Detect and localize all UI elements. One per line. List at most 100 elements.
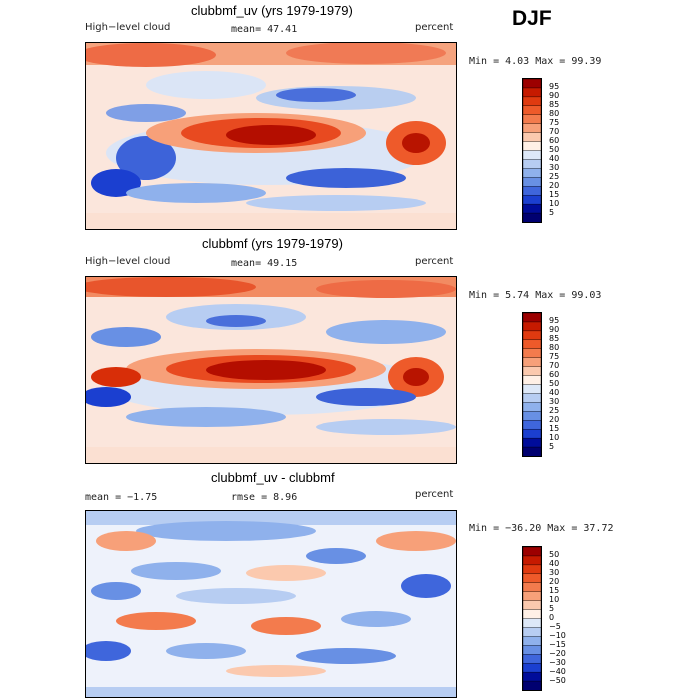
panel-3-map	[85, 510, 457, 698]
colorbar-swatch	[522, 636, 542, 647]
panel-2-colorbar-label: 5	[549, 442, 555, 451]
panel-1-colorbar-label: 20	[549, 181, 560, 190]
colorbar-swatch	[522, 437, 542, 448]
panel-1-colorbar-swatches	[522, 78, 542, 223]
panel-2-colorbar-label: 40	[549, 388, 560, 397]
colorbar-swatch	[522, 555, 542, 566]
panel-2-colorbar-label: 95	[549, 316, 560, 325]
panel-3-colorbar-label: 5	[549, 604, 555, 613]
panel-1-colorbar-label: 30	[549, 163, 560, 172]
colorbar-swatch	[522, 564, 542, 575]
colorbar-swatch	[522, 78, 542, 89]
panel-1-minmax: Min = 4.03 Max = 99.39	[469, 56, 602, 67]
panel-3-colorbar-label: −50	[549, 676, 566, 685]
colorbar-swatch	[522, 123, 542, 134]
colorbar-swatch	[522, 600, 542, 611]
colorbar-swatch	[522, 203, 542, 214]
panel-1-colorbar-label: 5	[549, 208, 555, 217]
panel-1-colorbar-label: 40	[549, 154, 560, 163]
panel-2-units: percent	[415, 256, 454, 267]
panel-2-colorbar-box	[522, 312, 542, 457]
colorbar-swatch	[522, 330, 542, 341]
panel-3-colorbar-swatches	[522, 546, 542, 691]
panel-2-colorbar-label: 90	[549, 325, 560, 334]
panel-3-field	[86, 511, 456, 697]
panel-1-field	[86, 43, 456, 229]
colorbar-swatch	[522, 591, 542, 602]
panel-2-colorbar: 95 90 85 80 75 70 60 50 40 30 25 20 15 1…	[522, 312, 559, 457]
colorbar-swatch	[522, 411, 542, 421]
colorbar-swatch	[522, 87, 542, 98]
panel-3-colorbar-label: −20	[549, 649, 566, 658]
panel-3-colorbar-label: 50	[549, 550, 560, 559]
panel-2-colorbar-swatches	[522, 312, 542, 457]
panel-2-colorbar-label: 15	[549, 424, 560, 433]
colorbar-swatch	[522, 375, 542, 386]
panel-3-colorbar-label: −30	[549, 658, 566, 667]
panel-3-mean: mean = −1.75	[85, 492, 158, 503]
colorbar-swatch	[522, 680, 542, 691]
colorbar-swatch	[522, 141, 542, 152]
panel-1-colorbar-label: 60	[549, 136, 560, 145]
colorbar-swatch	[522, 654, 542, 664]
panel-3-title: clubbmf_uv - clubbmf	[211, 470, 335, 485]
panel-3-colorbar-label: −10	[549, 631, 566, 640]
panel-2-colorbar-label: 60	[549, 370, 560, 379]
panel-2-colorbar-label: 70	[549, 361, 560, 370]
colorbar-swatch	[522, 671, 542, 682]
colorbar-swatch	[522, 194, 542, 205]
panel-3-units: percent	[415, 489, 454, 500]
panel-3-colorbar-box	[522, 546, 542, 691]
colorbar-swatch	[522, 446, 542, 457]
panel-3-colorbar-label: 0	[549, 613, 555, 622]
colorbar-swatch	[522, 339, 542, 350]
colorbar-swatch	[522, 348, 542, 359]
colorbar-swatch	[522, 393, 542, 404]
season-label: DJF	[512, 7, 552, 30]
panel-2-colorbar-label: 75	[549, 352, 560, 361]
panel-3-colorbar-label: 20	[549, 577, 560, 586]
colorbar-swatch	[522, 321, 542, 332]
panel-1-mean: mean= 47.41	[231, 24, 298, 35]
panel-1-variable-label: High−level cloud	[85, 22, 171, 33]
panel-3-colorbar-label: −40	[549, 667, 566, 676]
colorbar-swatch	[522, 114, 542, 125]
panel-1-colorbar-label: 80	[549, 109, 560, 118]
panel-2-colorbar-label: 50	[549, 379, 560, 388]
colorbar-swatch	[522, 312, 542, 323]
colorbar-swatch	[522, 150, 542, 161]
panel-3-colorbar-label: 15	[549, 586, 560, 595]
colorbar-swatch	[522, 420, 542, 430]
colorbar-swatch	[522, 168, 542, 179]
panel-2-map	[85, 276, 457, 464]
colorbar-swatch	[522, 573, 542, 584]
panel-1-colorbar-label: 50	[549, 145, 560, 154]
colorbar-swatch	[522, 366, 542, 377]
colorbar-swatch	[522, 618, 542, 629]
panel-2-mean: mean= 49.15	[231, 258, 298, 269]
panel-2-field	[86, 277, 456, 463]
colorbar-swatch	[522, 177, 542, 187]
panel-1-map	[85, 42, 457, 230]
panel-2-colorbar-label: 10	[549, 433, 560, 442]
colorbar-swatch	[522, 159, 542, 170]
panel-2-title: clubbmf (yrs 1979-1979)	[202, 236, 343, 251]
colorbar-swatch	[522, 582, 542, 593]
panel-1-colorbar: 95 90 85 80 75 70 60 50 40 30 25 20 15 1…	[522, 78, 559, 223]
colorbar-swatch	[522, 186, 542, 196]
panel-1-colorbar-label: 15	[549, 190, 560, 199]
panel-1-colorbar-label: 95	[549, 82, 560, 91]
panel-3-colorbar: 50 40 30 20 15 10 5 0 −5 −10 −15 −20 −30…	[522, 546, 566, 691]
panel-3-colorbar-label: 30	[549, 568, 560, 577]
colorbar-swatch	[522, 609, 542, 620]
colorbar-swatch	[522, 402, 542, 413]
colorbar-swatch	[522, 132, 542, 143]
colorbar-swatch	[522, 357, 542, 368]
panel-1-colorbar-label: 25	[549, 172, 560, 181]
panel-2-colorbar-label: 20	[549, 415, 560, 424]
panel-2-colorbar-label: 85	[549, 334, 560, 343]
panel-2-colorbar-label: 25	[549, 406, 560, 415]
colorbar-swatch	[522, 662, 542, 673]
colorbar-swatch	[522, 212, 542, 223]
panel-1-colorbar-label: 70	[549, 127, 560, 136]
